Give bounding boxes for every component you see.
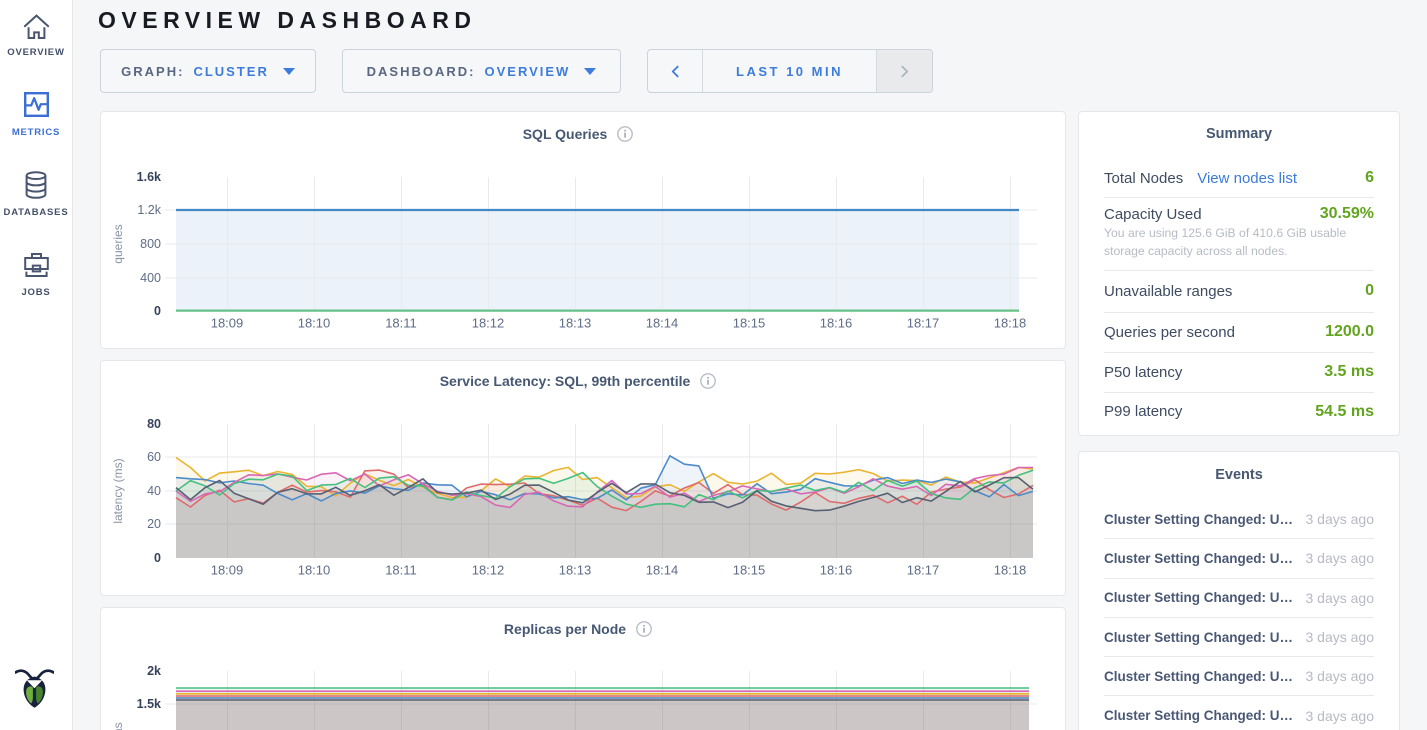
svg-text:60: 60 — [147, 450, 161, 464]
svg-text:20: 20 — [147, 517, 161, 531]
svg-text:1.2k: 1.2k — [137, 203, 161, 217]
svg-text:800: 800 — [140, 237, 161, 251]
svg-text:18:18: 18:18 — [994, 316, 1027, 331]
svg-text:18:13: 18:13 — [559, 316, 592, 331]
svg-text:18:18: 18:18 — [994, 563, 1027, 578]
svg-text:18:10: 18:10 — [298, 563, 331, 578]
svg-text:18:14: 18:14 — [646, 316, 679, 331]
svg-text:18:15: 18:15 — [733, 563, 766, 578]
svg-text:18:09: 18:09 — [211, 316, 244, 331]
svg-text:18:16: 18:16 — [820, 316, 853, 331]
svg-text:18:11: 18:11 — [385, 563, 417, 578]
svg-text:queries: queries — [111, 224, 125, 263]
svg-text:0: 0 — [154, 304, 161, 318]
svg-text:80: 80 — [147, 417, 161, 431]
svg-text:latency (ms): latency (ms) — [111, 458, 125, 523]
svg-text:40: 40 — [147, 484, 161, 498]
svg-text:18:09: 18:09 — [211, 563, 244, 578]
svg-text:replicas: replicas — [111, 722, 125, 730]
svg-text:18:16: 18:16 — [820, 563, 853, 578]
svg-text:400: 400 — [140, 271, 161, 285]
svg-text:18:14: 18:14 — [646, 563, 679, 578]
svg-text:18:11: 18:11 — [385, 316, 417, 331]
svg-text:18:12: 18:12 — [472, 316, 505, 331]
svg-text:2k: 2k — [147, 664, 161, 678]
svg-text:18:17: 18:17 — [907, 316, 940, 331]
svg-text:0: 0 — [154, 551, 161, 565]
svg-text:18:12: 18:12 — [472, 563, 505, 578]
svg-text:1.6k: 1.6k — [137, 170, 161, 184]
svg-text:18:17: 18:17 — [907, 563, 940, 578]
svg-text:18:15: 18:15 — [733, 316, 766, 331]
svg-text:1.5k: 1.5k — [137, 697, 161, 711]
svg-text:18:13: 18:13 — [559, 563, 592, 578]
svg-text:18:10: 18:10 — [298, 316, 331, 331]
